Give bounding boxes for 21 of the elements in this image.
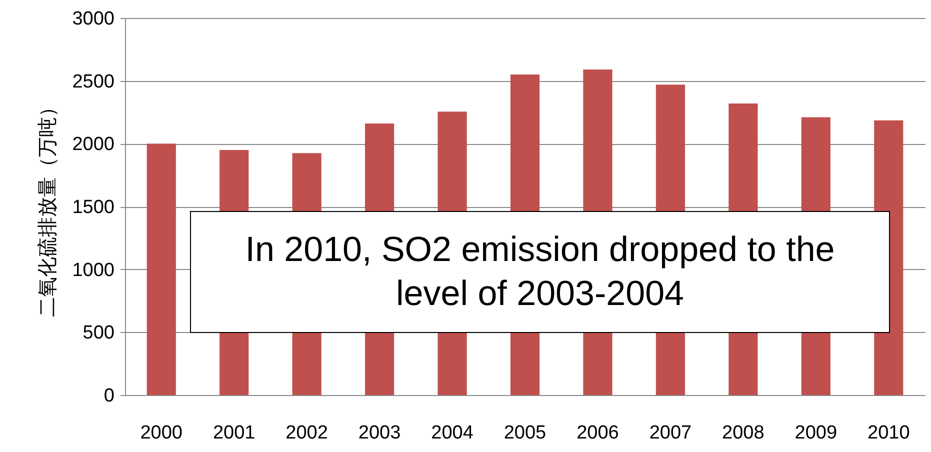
- y-tick-label: 2000: [72, 134, 114, 156]
- y-tick-label: 3000: [72, 8, 114, 30]
- x-tick-label: 2005: [504, 422, 546, 444]
- x-tick-label: 2007: [649, 422, 692, 444]
- bar: [146, 144, 176, 395]
- x-tick-label: 2004: [431, 422, 474, 444]
- y-tick-label: 1500: [72, 197, 114, 218]
- x-tick-label: 2002: [286, 422, 328, 444]
- x-tick-label: 2001: [212, 422, 256, 444]
- x-tick-label: 2003: [358, 422, 401, 444]
- x-tick-label: 2008: [722, 422, 764, 444]
- y-tick-label: 0: [104, 386, 114, 406]
- y-tick-label: 500: [82, 322, 114, 344]
- x-tick-label: 2010: [867, 422, 910, 444]
- x-tick-label: 2000: [140, 422, 183, 444]
- annotation: In 2010, SO2 emission dropped to the level of 2003-2004: [190, 211, 890, 333]
- y-tick-label: 2500: [72, 71, 114, 92]
- y-tick-label: 1000: [72, 260, 114, 281]
- x-tick-label: 2009: [794, 422, 838, 444]
- y-axis-title: 二氧化硫排放量（万吨）: [35, 97, 60, 317]
- x-tick-label: 2006: [576, 422, 619, 444]
